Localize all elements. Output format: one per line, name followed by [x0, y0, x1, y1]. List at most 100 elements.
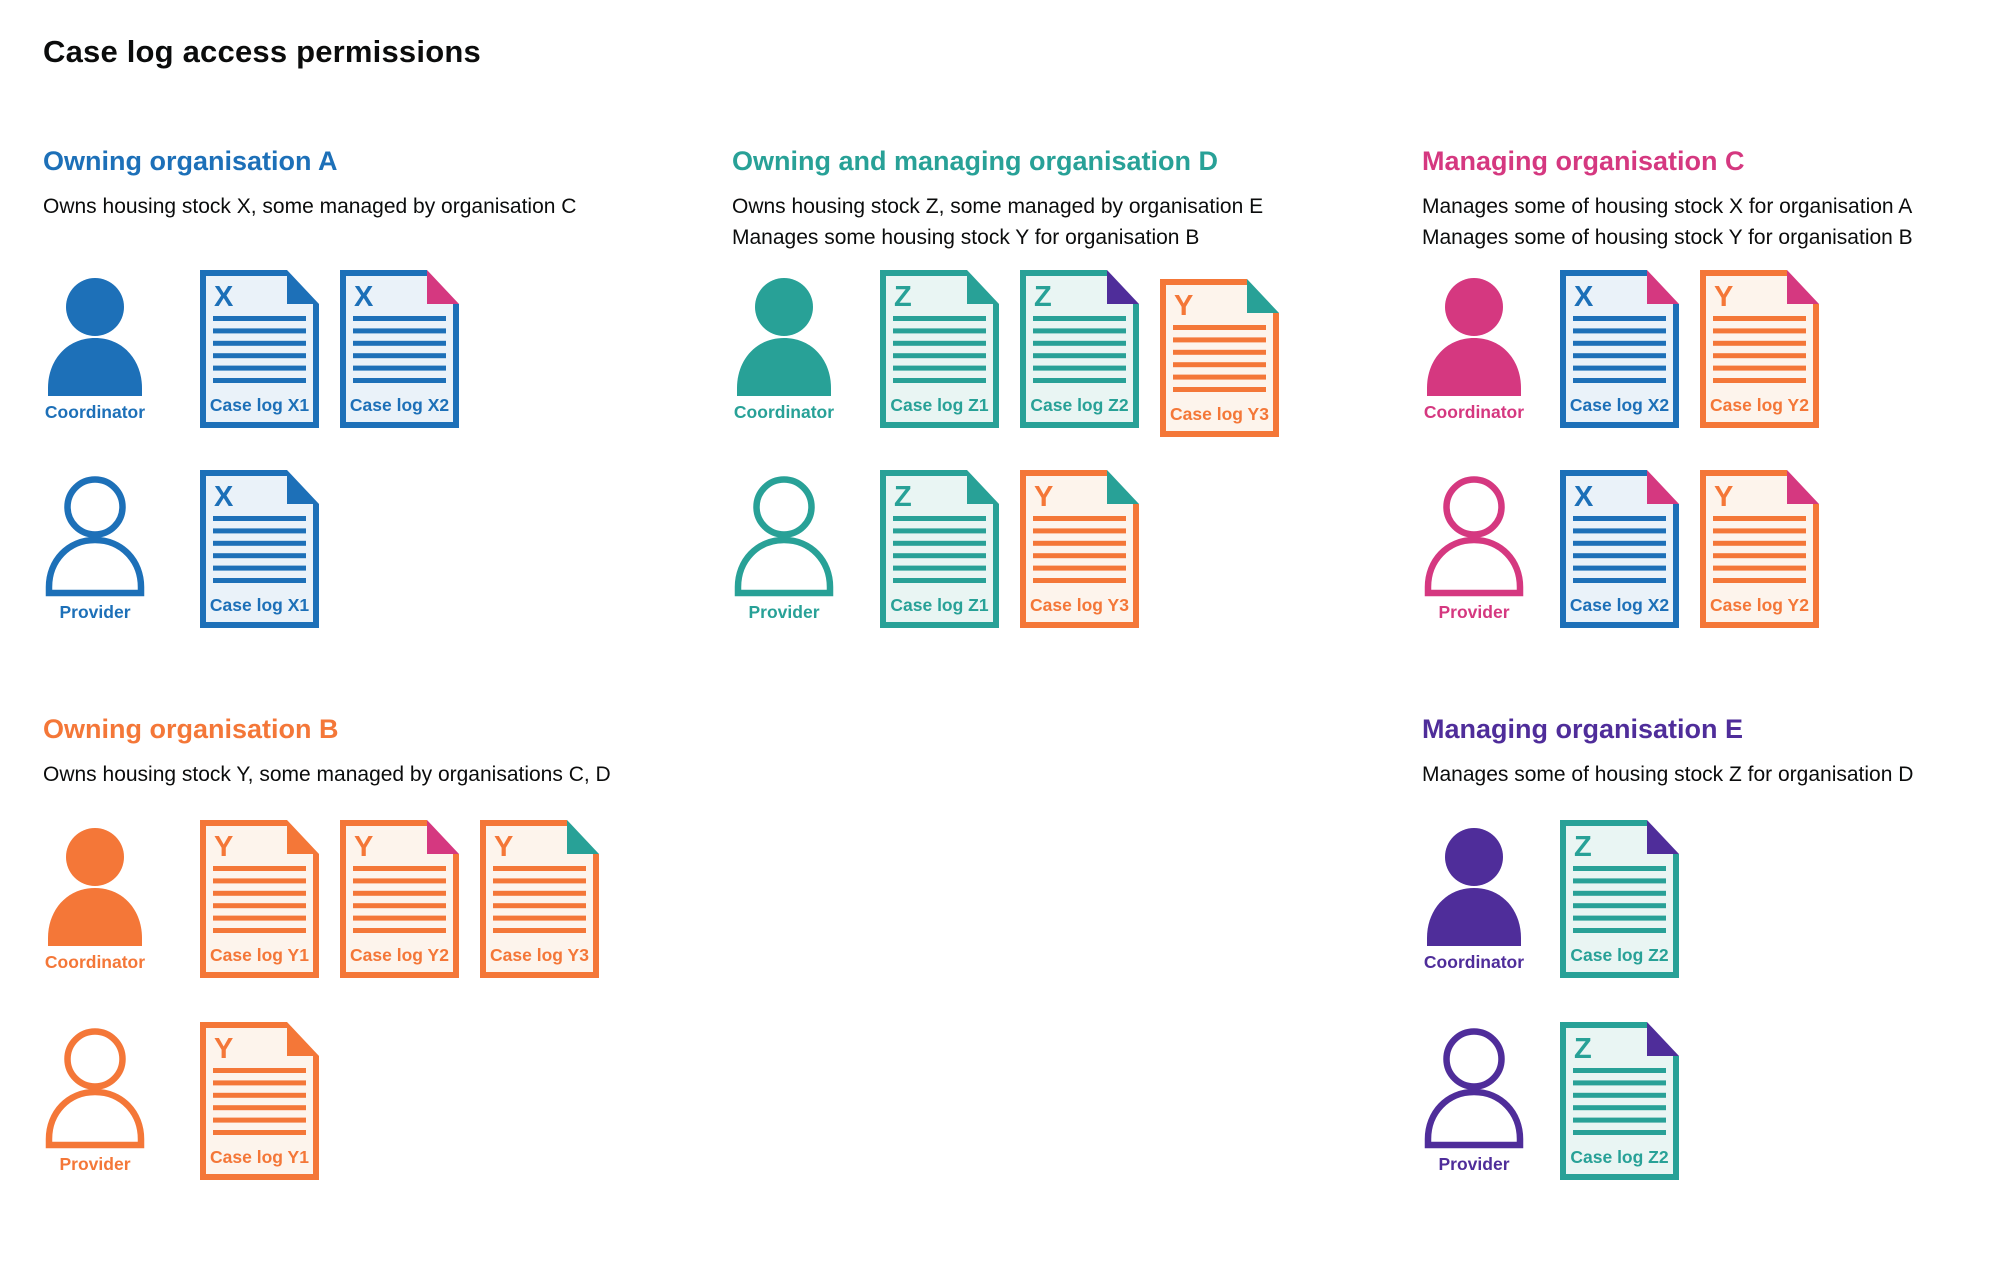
case-log-doc: Y Case log Y2 [1700, 270, 1819, 433]
org-name: Owning organisation B [43, 714, 339, 744]
role-label: Coordinator [44, 402, 146, 422]
fold-corner-icon [967, 270, 999, 304]
case-log-label: Case log Y3 [1030, 595, 1129, 615]
case-log-label: Case log Y1 [210, 945, 309, 965]
document-page [1560, 470, 1679, 628]
text-lines [213, 1068, 306, 1135]
case-log-doc: Y Case log Y2 [1700, 470, 1819, 633]
text-lines [213, 866, 306, 933]
document-border [200, 1022, 319, 1180]
provider-icon [45, 476, 145, 597]
document-page [1560, 1022, 1679, 1180]
case-log-doc: Y Case log Y3 [480, 820, 599, 983]
document-icon: Z Case log Z1 [880, 270, 999, 428]
document-page [1020, 470, 1139, 628]
coordinator-person: Coordinator [43, 270, 147, 423]
case-log-label: Case log X1 [210, 595, 309, 615]
coordinator-icon [48, 828, 142, 946]
stock-letter: X [1574, 281, 1594, 313]
role-label: Provider [748, 602, 820, 622]
document-border [480, 820, 599, 978]
fold-corner-icon [287, 270, 319, 304]
stock-letter: Y [1034, 481, 1053, 513]
fold-corner-icon [1107, 470, 1139, 504]
document-border [340, 820, 459, 978]
document-page [1160, 279, 1279, 437]
text-lines [1713, 316, 1806, 383]
person-shoulders [1424, 1088, 1524, 1149]
case-log-doc: X Case log X1 [200, 270, 319, 433]
role-label: Provider [59, 1154, 131, 1174]
coordinator-icon [48, 278, 142, 396]
text-lines [1573, 866, 1666, 933]
document-icon: Z Case log Z2 [1020, 270, 1139, 428]
stock-letter: Y [494, 831, 513, 863]
coordinator-row: Coordinator Z Case log Z2 [1422, 820, 1679, 983]
case-log-list: X Case log X1 [200, 470, 319, 633]
case-log-doc: X Case log X2 [1560, 270, 1679, 433]
document-border [340, 270, 459, 428]
case-log-list: Z Case log Z1 Z Case log Z2 Y Case log Y3 [880, 270, 1279, 442]
stock-letter: Y [354, 831, 373, 863]
provider-icon [1424, 476, 1524, 597]
coordinator-icon [1427, 278, 1521, 396]
case-log-doc: Y Case log Y3 [1160, 279, 1279, 442]
provider-row: Provider Z Case log Z1 Y Case log Y3 [732, 470, 1139, 633]
case-log-label: Case log X2 [350, 395, 449, 415]
document-icon: Y Case log Y2 [1700, 270, 1819, 428]
org-description-line: Owns housing stock Y, some managed by or… [43, 763, 611, 787]
case-log-list: Z Case log Z1 Y Case log Y3 [880, 470, 1139, 633]
org-name: Managing organisation E [1422, 714, 1744, 744]
fold-corner-icon [287, 1022, 319, 1056]
person-head [66, 828, 124, 886]
case-log-label: Case log Y2 [1710, 395, 1809, 415]
case-log-list: Z Case log Z2 [1560, 820, 1679, 983]
case-log-doc: X Case log X2 [1560, 470, 1679, 633]
document-icon: Y Case log Y2 [340, 820, 459, 978]
person-head [66, 278, 124, 336]
role-label: Provider [1438, 602, 1510, 622]
fold-corner-icon [1247, 279, 1279, 313]
stock-letter: X [214, 281, 234, 313]
person-head [64, 1028, 126, 1090]
case-log-label: Case log Z2 [1570, 1147, 1668, 1167]
text-lines [493, 866, 586, 933]
coordinator-icon [737, 278, 831, 396]
case-log-label: Case log X2 [1570, 595, 1669, 615]
document-page [1560, 820, 1679, 978]
role-label: Coordinator [44, 952, 146, 972]
org-section-d: Owning and managing organisation D Owns h… [732, 140, 1422, 628]
document-page [880, 270, 999, 428]
document-page [200, 820, 319, 978]
case-log-label: Case log Z2 [1570, 945, 1668, 965]
document-icon: Z Case log Z2 [1560, 820, 1679, 978]
document-border [200, 270, 319, 428]
case-log-list: Y Case log Y1 Y Case log Y2 Y Case log Y3 [200, 820, 599, 983]
case-log-label: Case log Y2 [1710, 595, 1809, 615]
fold-corner-icon [1647, 1022, 1679, 1056]
stock-letter: Z [1574, 831, 1592, 863]
document-icon: X Case log X2 [340, 270, 459, 428]
document-border [1560, 1022, 1679, 1180]
stock-letter: X [1574, 481, 1594, 513]
text-lines [353, 316, 446, 383]
document-border [1560, 820, 1679, 978]
case-log-list: X Case log X1 X Case log X2 [200, 270, 459, 433]
case-log-label: Case log Y1 [210, 1147, 309, 1167]
text-lines [1573, 316, 1666, 383]
text-lines [1573, 1068, 1666, 1135]
case-log-doc: Z Case log Z1 [880, 470, 999, 633]
document-page [480, 820, 599, 978]
document-icon: Z Case log Z1 [880, 470, 999, 628]
person-head [1443, 1028, 1505, 1090]
case-log-doc: X Case log X2 [340, 270, 459, 433]
document-border [1700, 470, 1819, 628]
document-border [1560, 270, 1679, 428]
case-log-list: X Case log X2 Y Case log Y2 [1560, 470, 1819, 633]
page-title: Case log access permissions [43, 34, 481, 69]
document-border [1700, 270, 1819, 428]
case-log-label: Case log Y3 [490, 945, 589, 965]
org-name: Owning and managing organisation D [732, 146, 1219, 176]
document-page [200, 470, 319, 628]
document-page [200, 1022, 319, 1180]
